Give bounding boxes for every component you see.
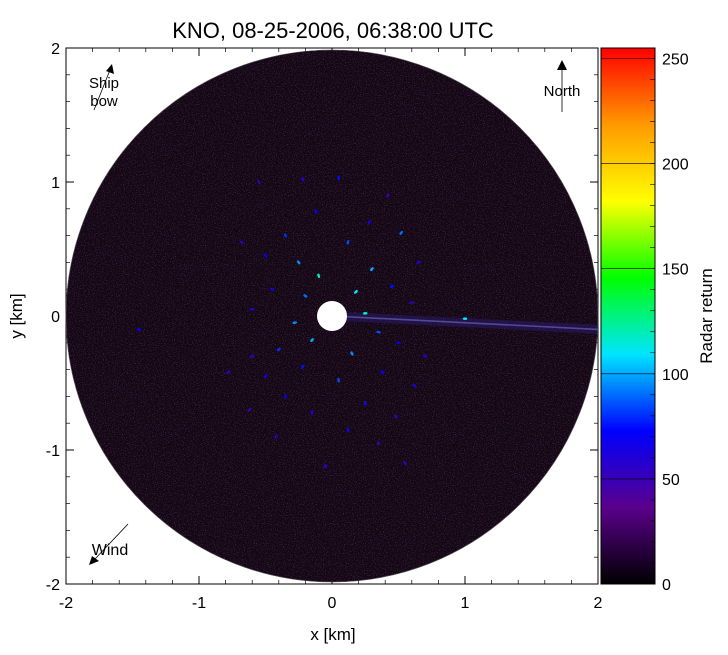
wind-label: Wind — [92, 542, 128, 559]
x-tick-label: 1 — [461, 595, 470, 612]
radar-return-29 — [350, 351, 354, 356]
radar-return-33 — [380, 370, 385, 375]
radar-return-14 — [317, 273, 321, 279]
streak-core — [331, 315, 598, 331]
radar-return-28 — [276, 347, 281, 352]
chart-title: KNO, 08-25-2006, 06:38:00 UTC — [172, 18, 494, 43]
y-tick-label: -1 — [46, 443, 60, 460]
x-tick-label: -2 — [59, 595, 73, 612]
colorbar-tick-label: 150 — [662, 262, 689, 279]
radar-return-42 — [247, 407, 252, 412]
x-tick-label: 2 — [594, 595, 603, 612]
radar-return-1 — [301, 177, 305, 182]
radar-return-18 — [303, 294, 308, 298]
radar-return-25 — [376, 330, 381, 334]
radar-return-7 — [399, 230, 403, 235]
axis-ticks: -2 -1 0 1 2 -2 -1 0 1 2 — [46, 41, 603, 612]
radar-return-27 — [396, 341, 401, 345]
radar-return-44 — [274, 434, 278, 439]
radar-return-17 — [354, 290, 358, 294]
y-tick-label: 1 — [51, 175, 60, 192]
radar-return-19 — [409, 301, 415, 304]
ship-bow-label-line2: bow — [90, 93, 118, 110]
radar-return-21 — [362, 312, 368, 315]
radar-return-36 — [226, 370, 231, 374]
radar-return-8 — [239, 240, 244, 245]
colorbar-tick-label: 250 — [662, 52, 689, 69]
x-tick-label: 0 — [328, 595, 337, 612]
ship-bow-label-line1: Ship — [89, 75, 119, 92]
colorbar — [600, 47, 656, 585]
radar-return-35 — [337, 378, 340, 383]
y-tick-label: -2 — [46, 577, 60, 594]
radar-return-43 — [346, 427, 350, 433]
radar-return-26 — [310, 338, 314, 343]
radar-return-31 — [422, 354, 428, 358]
radar-return-32 — [301, 364, 305, 370]
y-axis-label: y [km] — [7, 293, 26, 338]
radar-return-12 — [297, 260, 301, 265]
x-tick-label: -1 — [192, 595, 206, 612]
radar-return-6 — [283, 233, 288, 238]
ship-bow-arrowhead-icon — [106, 64, 114, 74]
radar-return-16 — [269, 287, 275, 291]
radar-return-41 — [394, 414, 398, 419]
radar-return-47 — [403, 461, 407, 466]
wind-arrowhead-icon — [89, 556, 99, 565]
radar-return-34 — [263, 374, 268, 379]
north-arrowhead-icon — [557, 60, 567, 70]
radar-return-4 — [314, 209, 318, 214]
radar-return-39 — [363, 400, 367, 406]
radar-return-15 — [389, 284, 394, 289]
radar-return-24 — [136, 328, 142, 331]
radar-return-2 — [257, 179, 261, 185]
colorbar-label: Radar return — [697, 268, 716, 363]
radar-return-46 — [324, 463, 327, 469]
radar-return-40 — [310, 410, 314, 415]
x-axis-label: x [km] — [310, 625, 355, 644]
radar-return-38 — [283, 394, 288, 399]
radar-return-23 — [462, 317, 468, 320]
colorbar-tick-label: 200 — [662, 157, 689, 174]
radar-return-11 — [416, 260, 421, 265]
ship-bow-arrow-line — [93, 69, 111, 111]
radar-return-13 — [370, 267, 374, 272]
radar-return-9 — [346, 240, 350, 245]
colorbar-ticks: 0 50 100 150 200 250 — [601, 52, 689, 594]
radar-return-20 — [249, 307, 255, 311]
radar-return-30 — [250, 354, 255, 358]
radar-return-5 — [367, 220, 371, 225]
ship-blank-center — [317, 301, 347, 331]
colorbar-tick-label: 50 — [662, 472, 680, 489]
radar-returns — [136, 175, 468, 469]
colorbar-tick-label: 100 — [662, 367, 689, 384]
radar-return-0 — [337, 175, 340, 181]
radar-return-37 — [412, 383, 417, 388]
north-label: North — [544, 83, 581, 100]
colorbar-tick-label: 0 — [662, 577, 671, 594]
radar-return-45 — [377, 441, 381, 446]
wind-arrow-line — [93, 523, 129, 561]
y-tick-label: 0 — [51, 309, 60, 326]
y-tick-label: 2 — [51, 41, 60, 58]
radar-return-10 — [263, 253, 268, 258]
radar-return-3 — [386, 193, 390, 198]
radar-return-22 — [292, 321, 298, 325]
radar-streak — [331, 311, 598, 334]
